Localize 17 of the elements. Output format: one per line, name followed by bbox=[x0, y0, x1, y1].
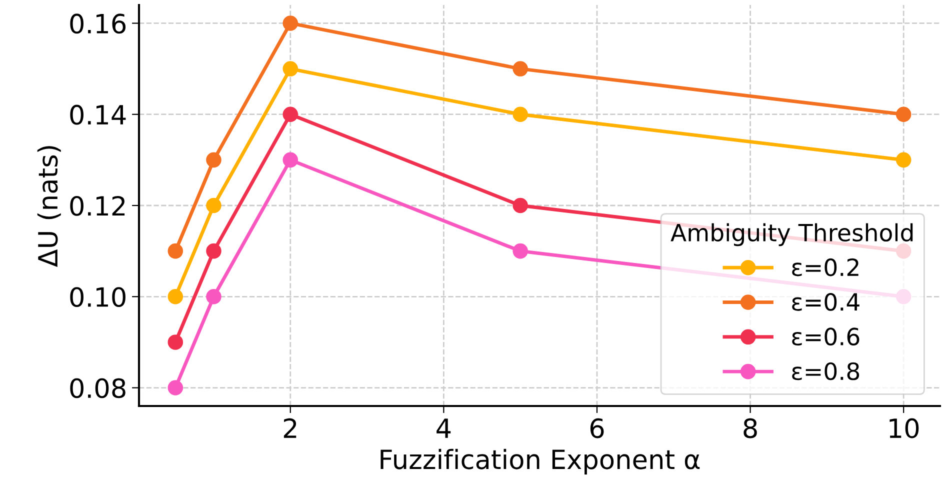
x-tick-label: 6 bbox=[590, 418, 604, 438]
x-tick-label: 4 bbox=[436, 418, 451, 438]
y-tick-label: 0.08 bbox=[70, 378, 126, 398]
legend-title: Ambiguity Threshold bbox=[670, 223, 913, 246]
legend-label: ε=0.4 bbox=[792, 293, 860, 311]
y-tick-label: 0.14 bbox=[70, 104, 126, 125]
x-tick-label: 8 bbox=[744, 418, 757, 438]
legend-label: ε=0.2 bbox=[792, 258, 858, 276]
y-tick-label: 0.16 bbox=[70, 14, 126, 34]
x-tick-label: 10 bbox=[890, 418, 919, 438]
y-axis-title: ΔU (nats) bbox=[37, 146, 61, 267]
legend-label: ε=0.6 bbox=[792, 328, 860, 346]
y-tick-label: 0.10 bbox=[70, 287, 126, 308]
y-tick-label: 0.12 bbox=[70, 196, 125, 216]
legend-label: ε=0.8 bbox=[792, 362, 860, 380]
x-axis-title: Fuzzification Exponent α bbox=[380, 448, 700, 474]
x-tick-label: 2 bbox=[284, 418, 296, 438]
